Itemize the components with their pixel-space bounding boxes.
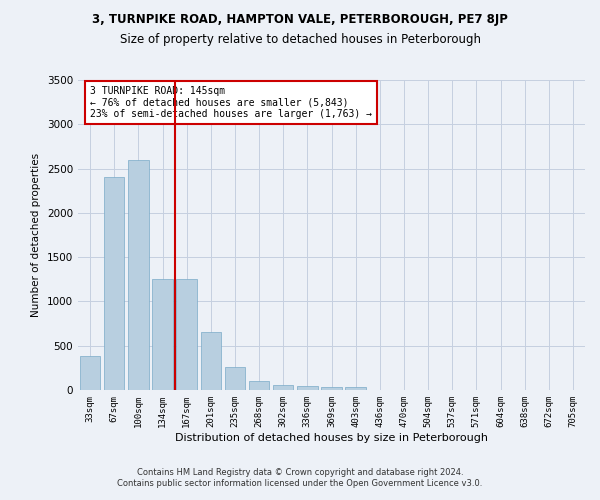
Text: 3, TURNPIKE ROAD, HAMPTON VALE, PETERBOROUGH, PE7 8JP: 3, TURNPIKE ROAD, HAMPTON VALE, PETERBOR… xyxy=(92,12,508,26)
Text: Size of property relative to detached houses in Peterborough: Size of property relative to detached ho… xyxy=(119,32,481,46)
Bar xyxy=(200,332,221,390)
Bar xyxy=(346,388,366,390)
Text: Contains HM Land Registry data © Crown copyright and database right 2024.
Contai: Contains HM Land Registry data © Crown c… xyxy=(118,468,482,487)
Text: 3 TURNPIKE ROAD: 145sqm
← 76% of detached houses are smaller (5,843)
23% of semi: 3 TURNPIKE ROAD: 145sqm ← 76% of detache… xyxy=(90,86,372,120)
Bar xyxy=(128,160,149,390)
Bar xyxy=(176,280,197,390)
Bar xyxy=(152,280,173,390)
Bar xyxy=(80,356,100,390)
Bar xyxy=(273,385,293,390)
X-axis label: Distribution of detached houses by size in Peterborough: Distribution of detached houses by size … xyxy=(175,432,488,442)
Bar xyxy=(104,178,124,390)
Bar xyxy=(249,381,269,390)
Bar xyxy=(224,367,245,390)
Bar xyxy=(321,388,342,390)
Bar xyxy=(297,386,317,390)
Y-axis label: Number of detached properties: Number of detached properties xyxy=(31,153,41,317)
